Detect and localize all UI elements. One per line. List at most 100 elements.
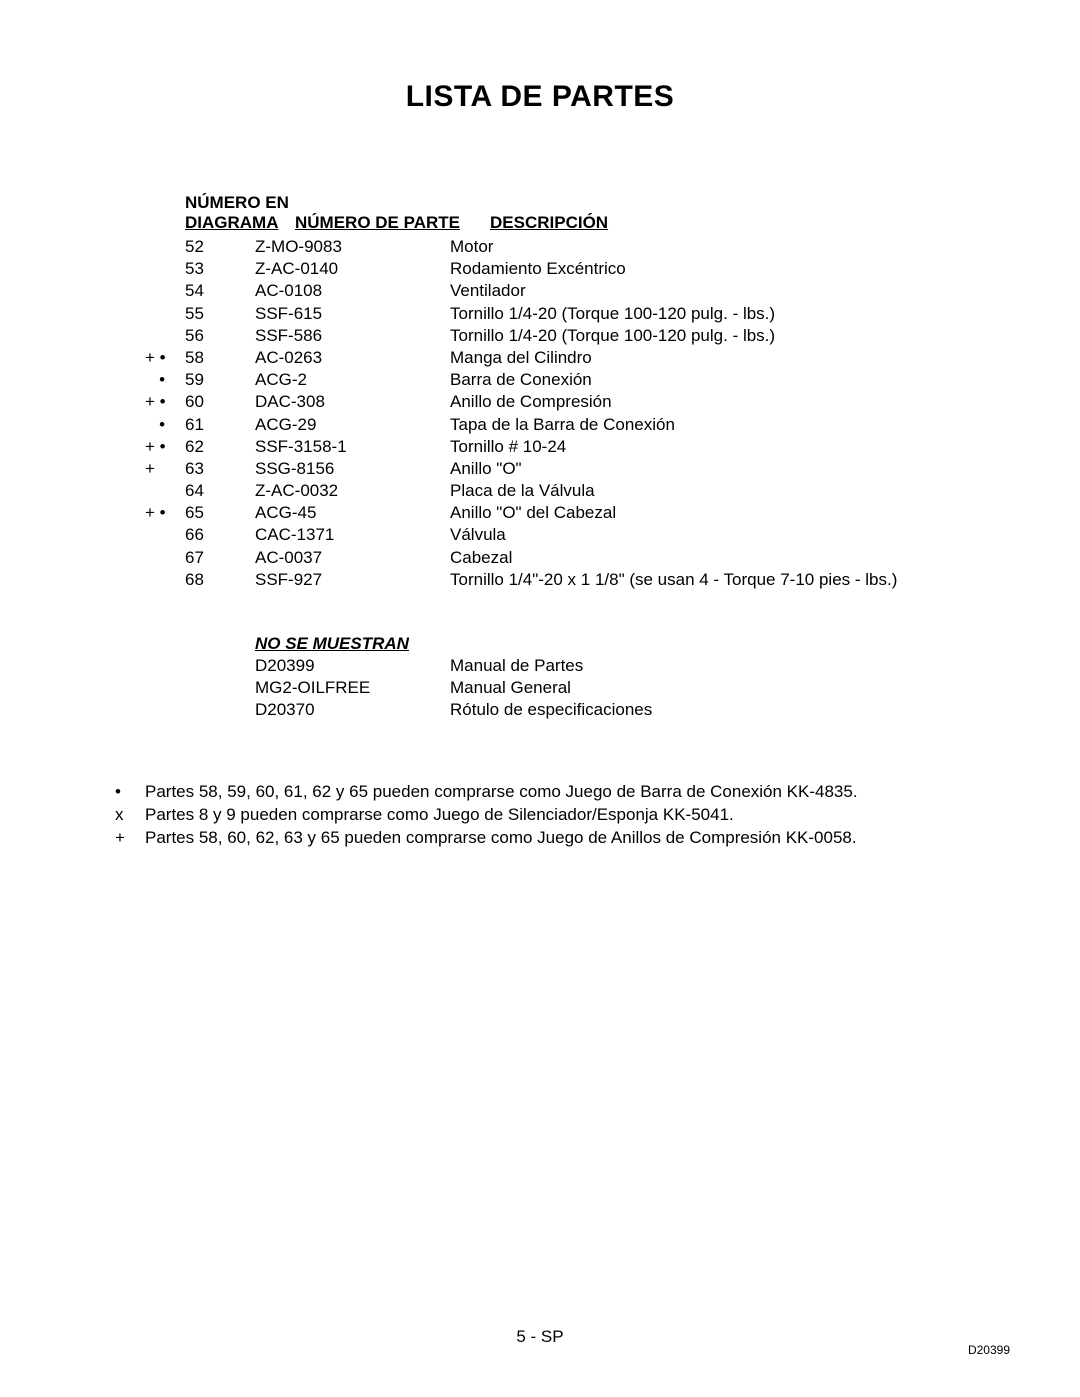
row-symbol: • (145, 369, 185, 391)
table-row: + • 60DAC-308Anillo de Compresión (145, 391, 965, 413)
row-diagram-number: 54 (185, 280, 255, 302)
row-description: Cabezal (450, 547, 965, 569)
row-diagram-number: 59 (185, 369, 255, 391)
table-row: 54AC-0108Ventilador (145, 280, 965, 302)
row-symbol: + (145, 458, 185, 480)
table-row: 52Z-MO-9083Motor (145, 236, 965, 258)
row-diagram-number: 68 (185, 569, 255, 591)
page-footer-right: D20399 (968, 1343, 1010, 1357)
table-row: + • 58AC-0263Manga del Cilindro (145, 347, 965, 369)
row-description: Tornillo 1/4-20 (Torque 100-120 pulg. - … (450, 325, 965, 347)
table-row: • 59ACG-2Barra de Conexión (145, 369, 965, 391)
row-description: Tornillo # 10-24 (450, 436, 965, 458)
row-diagram-number: 53 (185, 258, 255, 280)
footnote-text: Partes 58, 59, 60, 61, 62 y 65 pueden co… (145, 781, 965, 804)
row-part-number: SSG-8156 (255, 458, 450, 480)
row-description: Anillo de Compresión (450, 391, 965, 413)
row-symbol: • (145, 414, 185, 436)
row-diagram-number: 60 (185, 391, 255, 413)
row-symbol: + • (145, 347, 185, 369)
footnote-row: xPartes 8 y 9 pueden comprarse como Jueg… (115, 804, 965, 827)
row-diagram-number: 66 (185, 524, 255, 546)
row-part-number: ACG-2 (255, 369, 450, 391)
table-row: 68SSF-927Tornillo 1/4"-20 x 1 1/8" (se u… (145, 569, 965, 591)
row-description: Tornillo 1/4"-20 x 1 1/8" (se usan 4 - T… (450, 569, 965, 591)
row-diagram-number: 65 (185, 502, 255, 524)
row-diagram-number: 64 (185, 480, 255, 502)
row-diagram-number: 61 (185, 414, 255, 436)
table-row: 55SSF-615Tornillo 1/4-20 (Torque 100-120… (145, 303, 965, 325)
page-footer-center: 5 - SP (0, 1327, 1080, 1347)
ns-part-number: MG2-OILFREE (255, 677, 450, 699)
row-part-number: SSF-586 (255, 325, 450, 347)
not-shown-row: MG2-OILFREEManual General (255, 677, 965, 699)
document-page: LISTA DE PARTES NÚMERO EN DIAGRAMA NÚMER… (0, 0, 1080, 850)
table-row: 64Z-AC-0032Placa de la Válvula (145, 480, 965, 502)
row-diagram-number: 62 (185, 436, 255, 458)
row-part-number: CAC-1371 (255, 524, 450, 546)
footnote-row: +Partes 58, 60, 62, 63 y 65 pueden compr… (115, 827, 965, 850)
row-description: Ventilador (450, 280, 965, 302)
row-diagram-number: 52 (185, 236, 255, 258)
ns-description: Manual de Partes (450, 655, 965, 677)
column-headers: NÚMERO EN DIAGRAMA NÚMERO DE PARTE DESCR… (145, 192, 965, 236)
table-row: 53Z-AC-0140Rodamiento Excéntrico (145, 258, 965, 280)
row-description: Válvula (450, 524, 965, 546)
row-part-number: SSF-615 (255, 303, 450, 325)
ns-part-number: D20370 (255, 699, 450, 721)
header-diagram-line1: NÚMERO EN (185, 192, 289, 214)
row-part-number: ACG-45 (255, 502, 450, 524)
header-part-number: NÚMERO DE PARTE (295, 212, 460, 234)
not-shown-rows: D20399Manual de PartesMG2-OILFREEManual … (145, 655, 965, 721)
row-description: Motor (450, 236, 965, 258)
table-row: 56SSF-586Tornillo 1/4-20 (Torque 100-120… (145, 325, 965, 347)
footnote-symbol: • (115, 781, 145, 804)
row-description: Anillo "O" (450, 458, 965, 480)
table-row: + • 65ACG-45Anillo "O" del Cabezal (145, 502, 965, 524)
row-diagram-number: 63 (185, 458, 255, 480)
footnote-row: •Partes 58, 59, 60, 61, 62 y 65 pueden c… (115, 781, 965, 804)
page-title: LISTA DE PARTES (115, 80, 965, 114)
row-description: Manga del Cilindro (450, 347, 965, 369)
row-part-number: ACG-29 (255, 414, 450, 436)
row-part-number: DAC-308 (255, 391, 450, 413)
row-description: Barra de Conexión (450, 369, 965, 391)
row-part-number: SSF-927 (255, 569, 450, 591)
row-part-number: AC-0108 (255, 280, 450, 302)
footnote-text: Partes 58, 60, 62, 63 y 65 pueden compra… (145, 827, 965, 850)
row-description: Placa de la Válvula (450, 480, 965, 502)
row-part-number: AC-0263 (255, 347, 450, 369)
footnotes: •Partes 58, 59, 60, 61, 62 y 65 pueden c… (115, 781, 965, 850)
ns-description: Rótulo de especificaciones (450, 699, 965, 721)
header-description: DESCRIPCIÓN (490, 212, 608, 234)
row-description: Tornillo 1/4-20 (Torque 100-120 pulg. - … (450, 303, 965, 325)
row-symbol: + • (145, 502, 185, 524)
row-part-number: Z-MO-9083 (255, 236, 450, 258)
row-diagram-number: 55 (185, 303, 255, 325)
row-description: Anillo "O" del Cabezal (450, 502, 965, 524)
row-part-number: Z-AC-0032 (255, 480, 450, 502)
parts-rows: 52Z-MO-9083Motor53Z-AC-0140Rodamiento Ex… (145, 236, 965, 591)
footnote-symbol: + (115, 827, 145, 850)
row-part-number: AC-0037 (255, 547, 450, 569)
not-shown-row: D20370Rótulo de especificaciones (255, 699, 965, 721)
row-diagram-number: 67 (185, 547, 255, 569)
not-shown-row: D20399Manual de Partes (255, 655, 965, 677)
not-shown-header: NO SE MUESTRAN (255, 633, 965, 655)
row-diagram-number: 58 (185, 347, 255, 369)
footnote-symbol: x (115, 804, 145, 827)
table-row: • 61ACG-29Tapa de la Barra de Conexión (145, 414, 965, 436)
header-diagram-line2: DIAGRAMA (185, 212, 279, 234)
row-symbol: + • (145, 436, 185, 458)
row-description: Rodamiento Excéntrico (450, 258, 965, 280)
row-description: Tapa de la Barra de Conexión (450, 414, 965, 436)
table-row: 67AC-0037Cabezal (145, 547, 965, 569)
table-row: + 63SSG-8156Anillo "O" (145, 458, 965, 480)
row-part-number: SSF-3158-1 (255, 436, 450, 458)
ns-description: Manual General (450, 677, 965, 699)
row-diagram-number: 56 (185, 325, 255, 347)
table-row: + • 62SSF-3158-1Tornillo # 10-24 (145, 436, 965, 458)
row-part-number: Z-AC-0140 (255, 258, 450, 280)
parts-list-block: NÚMERO EN DIAGRAMA NÚMERO DE PARTE DESCR… (145, 192, 965, 721)
ns-part-number: D20399 (255, 655, 450, 677)
